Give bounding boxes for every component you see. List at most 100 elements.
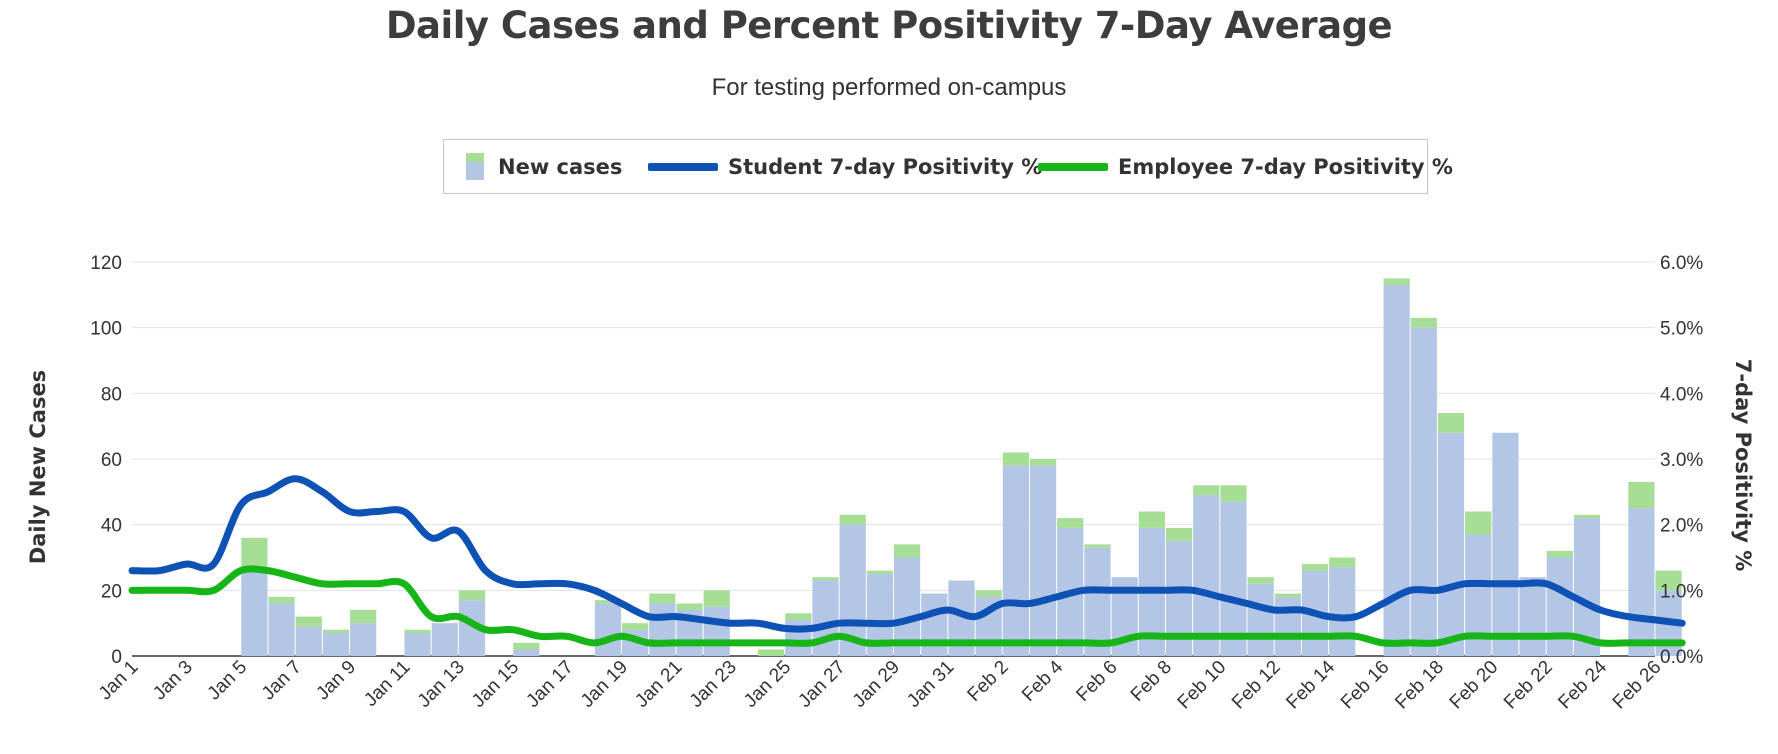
bar-student-cases[interactable] bbox=[703, 606, 730, 656]
bar-employee-cases[interactable] bbox=[758, 649, 785, 656]
x-tick-label: Feb 22 bbox=[1500, 657, 1557, 714]
bar-employee-cases[interactable] bbox=[1437, 413, 1465, 433]
bar-employee-cases[interactable] bbox=[1247, 577, 1274, 584]
y-tick-label-left: 20 bbox=[101, 581, 122, 602]
x-tick-label: Jan 11 bbox=[360, 657, 414, 711]
bar-employee-cases[interactable] bbox=[622, 623, 649, 630]
x-tick-label: Feb 10 bbox=[1174, 657, 1231, 714]
bar-student-cases[interactable] bbox=[513, 649, 540, 656]
bar-student-cases[interactable] bbox=[1220, 501, 1247, 656]
y-tick-label-right: 0.0% bbox=[1660, 647, 1703, 668]
legend-label-student-positivity: Student 7-day Positivity % bbox=[728, 154, 1043, 179]
x-tick-label: Jan 17 bbox=[522, 657, 577, 712]
bar-student-cases[interactable] bbox=[1247, 583, 1274, 656]
bar-employee-cases[interactable] bbox=[812, 577, 839, 581]
bar-employee-cases[interactable] bbox=[676, 603, 703, 611]
y-axis-right: 0.0% 1.0% 2.0% 3.0% 4.0% 5.0% 6.0% bbox=[1660, 253, 1703, 668]
legend: New cases Student 7-day Positivity % Emp… bbox=[443, 139, 1453, 194]
bar-employee-cases[interactable] bbox=[866, 570, 893, 574]
bar-student-cases[interactable] bbox=[350, 623, 377, 656]
legend-label-employee-positivity: Employee 7-day Positivity % bbox=[1118, 154, 1453, 179]
bar-student-cases[interactable] bbox=[404, 633, 431, 656]
bar-student-cases[interactable] bbox=[1628, 508, 1655, 656]
legend-item-student-positivity[interactable]: Student 7-day Positivity % bbox=[648, 140, 1042, 193]
bar-employee-cases[interactable] bbox=[1410, 317, 1437, 328]
bar-employee-cases[interactable] bbox=[1220, 485, 1247, 502]
bar-student-cases[interactable] bbox=[649, 603, 676, 656]
bar-employee-cases[interactable] bbox=[1057, 518, 1084, 528]
bar-student-cases[interactable] bbox=[295, 626, 322, 656]
bar-employee-cases[interactable] bbox=[295, 616, 322, 627]
bar-employee-cases[interactable] bbox=[1084, 544, 1111, 548]
bar-employee-cases[interactable] bbox=[513, 642, 540, 650]
bar-student-cases[interactable] bbox=[1546, 557, 1573, 657]
y-tick-label-left: 60 bbox=[101, 450, 122, 471]
bar-employee-cases[interactable] bbox=[1628, 481, 1655, 509]
bar-employee-cases[interactable] bbox=[594, 600, 622, 604]
x-tick-label: Feb 6 bbox=[1072, 657, 1121, 706]
bar-employee-cases[interactable] bbox=[1165, 527, 1193, 542]
x-tick-label: Jan 5 bbox=[204, 657, 252, 705]
legend-item-employee-positivity[interactable]: Employee 7-day Positivity % bbox=[1038, 140, 1453, 193]
bar-student-cases[interactable] bbox=[1329, 567, 1356, 656]
bar-employee-cases[interactable] bbox=[1301, 564, 1329, 571]
bar-employee-cases[interactable] bbox=[1465, 511, 1492, 535]
x-tick-label: Jan 19 bbox=[577, 657, 632, 712]
bar-employee-cases[interactable] bbox=[975, 590, 1002, 597]
bar-employee-cases[interactable] bbox=[894, 544, 921, 558]
bar-student-cases[interactable] bbox=[1193, 495, 1220, 656]
bar-student-cases[interactable] bbox=[268, 603, 295, 656]
bar-student-cases[interactable] bbox=[241, 567, 268, 656]
bar-employee-cases[interactable] bbox=[1138, 511, 1165, 528]
chart-title: Daily Cases and Percent Positivity 7-Day… bbox=[385, 4, 1393, 47]
bar-employee-cases[interactable] bbox=[703, 590, 730, 607]
bar-student-cases[interactable] bbox=[322, 633, 350, 656]
y-axis-right-title: 7-day Positivity % bbox=[1731, 359, 1755, 572]
bar-student-cases[interactable] bbox=[921, 593, 948, 656]
bar-employee-cases[interactable] bbox=[1274, 593, 1301, 597]
bar-employee-cases[interactable] bbox=[1029, 459, 1057, 466]
bar-employee-cases[interactable] bbox=[350, 610, 377, 624]
y-tick-label-right: 3.0% bbox=[1660, 450, 1703, 471]
bar-student-cases[interactable] bbox=[1029, 465, 1057, 656]
bar-employee-cases[interactable] bbox=[268, 596, 295, 604]
bar-employee-cases[interactable] bbox=[649, 593, 676, 604]
bar-employee-cases[interactable] bbox=[839, 514, 866, 525]
x-tick-label: Jan 23 bbox=[686, 657, 741, 712]
bar-student-cases[interactable] bbox=[594, 603, 622, 656]
x-tick-label: Feb 26 bbox=[1609, 657, 1666, 714]
bar-employee-cases[interactable] bbox=[1383, 278, 1410, 285]
bar-employee-cases[interactable] bbox=[1329, 557, 1356, 568]
bar-student-cases[interactable] bbox=[1274, 596, 1301, 656]
bar-employee-cases[interactable] bbox=[458, 590, 486, 601]
x-tick-label: Feb 14 bbox=[1282, 656, 1339, 713]
legend-label-new-cases: New cases bbox=[498, 154, 623, 179]
bar-employee-cases[interactable] bbox=[322, 629, 350, 634]
line-series bbox=[128, 475, 1686, 647]
y-axis-left: 0 20 40 60 80 100 120 bbox=[90, 253, 122, 668]
bar-student-cases[interactable] bbox=[1492, 432, 1519, 656]
bar-employee-cases[interactable] bbox=[241, 537, 268, 568]
bar-student-cases[interactable] bbox=[1519, 577, 1546, 656]
bar-employee-cases[interactable] bbox=[1655, 570, 1682, 591]
bar-student-cases[interactable] bbox=[1002, 465, 1029, 656]
bar-student-cases[interactable] bbox=[1573, 518, 1601, 656]
bar-student-cases[interactable] bbox=[1437, 432, 1465, 656]
bar-employee-cases[interactable] bbox=[404, 629, 431, 634]
x-tick-label: Feb 18 bbox=[1391, 657, 1448, 714]
bar-student-cases[interactable] bbox=[431, 623, 458, 656]
bar-employee-cases[interactable] bbox=[1546, 550, 1573, 558]
line-employee-positivity[interactable] bbox=[128, 565, 1686, 647]
bar-employee-cases[interactable] bbox=[1573, 514, 1601, 519]
bar-employee-cases[interactable] bbox=[1193, 485, 1220, 496]
x-tick-label: Feb 8 bbox=[1127, 657, 1176, 706]
bar-student-cases[interactable] bbox=[1084, 547, 1111, 656]
bar-employee-cases[interactable] bbox=[785, 613, 812, 620]
bar-student-cases[interactable] bbox=[1410, 327, 1437, 656]
line-student-positivity[interactable] bbox=[128, 475, 1686, 633]
x-axis: Jan 1 Jan 3 Jan 5 Jan 7 Jan 9 Jan 11 Jan 13 Jan… bbox=[95, 656, 1666, 713]
bar-employee-cases[interactable] bbox=[1002, 452, 1029, 466]
legend-item-new-cases[interactable]: New cases bbox=[466, 140, 622, 193]
y-tick-label-right: 5.0% bbox=[1660, 319, 1703, 340]
x-tick-label: Jan 13 bbox=[414, 657, 469, 712]
